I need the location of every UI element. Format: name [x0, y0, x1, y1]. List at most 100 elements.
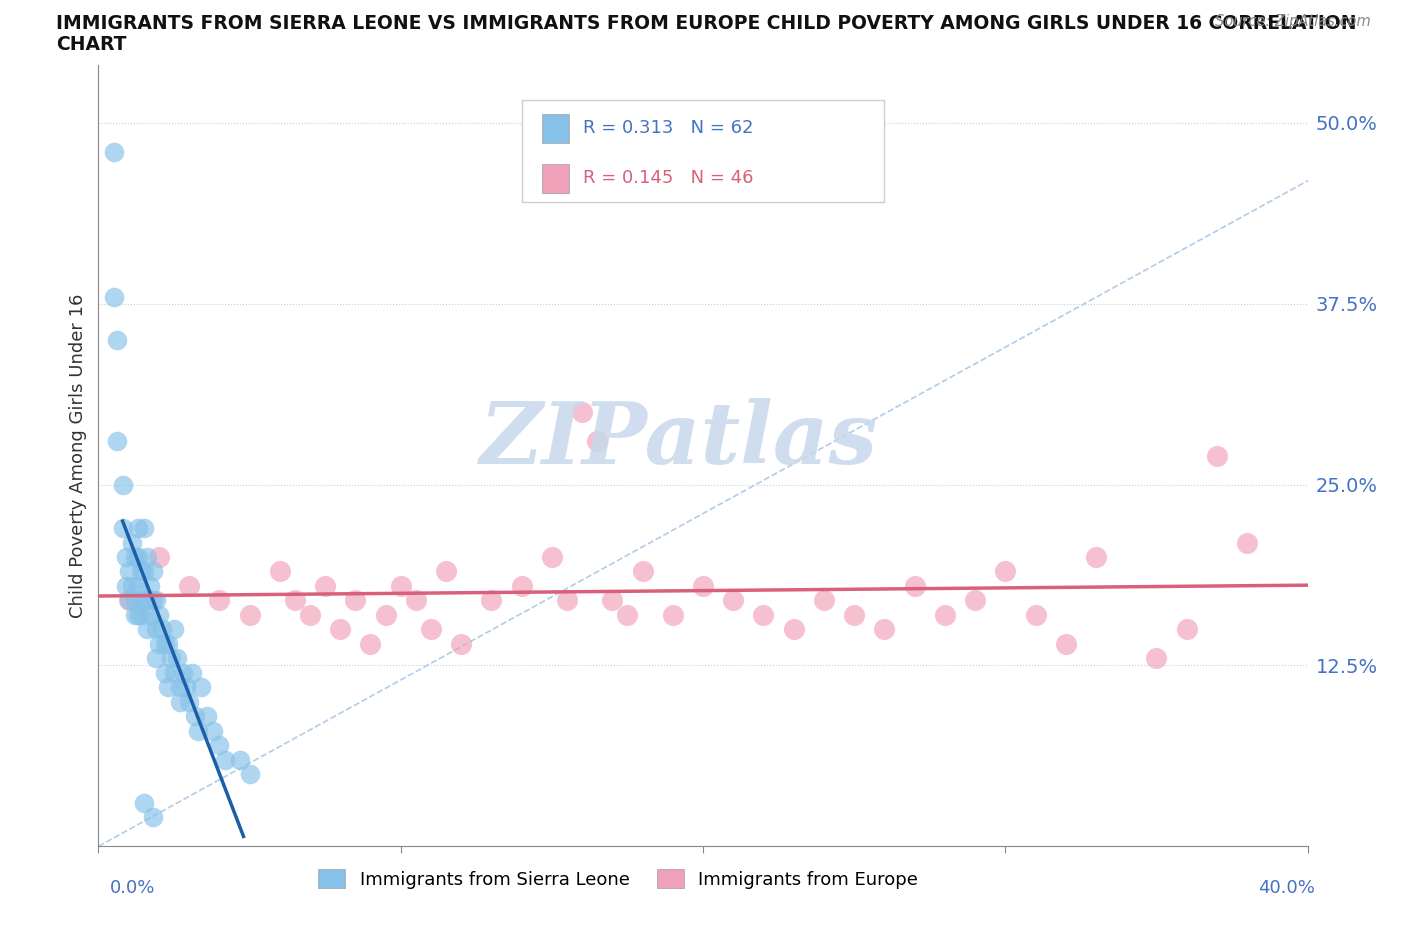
Immigrants from Europe	[904, 578, 927, 593]
Immigrants from Europe	[405, 593, 427, 608]
Immigrants from Sierra Leone	[202, 724, 225, 738]
Immigrants from Sierra Leone	[135, 622, 157, 637]
Immigrants from Europe	[420, 622, 443, 637]
Text: IMMIGRANTS FROM SIERRA LEONE VS IMMIGRANTS FROM EUROPE CHILD POVERTY AMONG GIRLS: IMMIGRANTS FROM SIERRA LEONE VS IMMIGRAN…	[56, 14, 1357, 33]
Immigrants from Europe	[1085, 550, 1108, 565]
Immigrants from Europe	[1206, 448, 1229, 463]
Immigrants from Sierra Leone	[181, 665, 204, 680]
Immigrants from Europe	[329, 622, 352, 637]
Immigrants from Sierra Leone	[163, 665, 186, 680]
Immigrants from Sierra Leone	[145, 651, 167, 666]
Immigrants from Europe	[844, 607, 866, 622]
Immigrants from Europe	[239, 607, 262, 622]
Immigrants from Europe	[314, 578, 336, 593]
Text: 40.0%: 40.0%	[1258, 879, 1315, 897]
Immigrants from Europe	[965, 593, 987, 608]
Immigrants from Europe	[1175, 622, 1198, 637]
Immigrants from Europe	[179, 578, 201, 593]
Y-axis label: Child Poverty Among Girls Under 16: Child Poverty Among Girls Under 16	[69, 294, 87, 618]
Immigrants from Sierra Leone	[142, 593, 165, 608]
Immigrants from Sierra Leone	[111, 477, 134, 492]
FancyBboxPatch shape	[522, 100, 884, 202]
Immigrants from Sierra Leone	[145, 593, 167, 608]
Immigrants from Sierra Leone	[142, 810, 165, 825]
Immigrants from Sierra Leone	[127, 607, 149, 622]
Immigrants from Sierra Leone	[124, 550, 146, 565]
Immigrants from Europe	[934, 607, 956, 622]
Immigrants from Sierra Leone	[160, 651, 183, 666]
Immigrants from Europe	[723, 593, 745, 608]
Immigrants from Sierra Leone	[190, 680, 212, 695]
Immigrants from Sierra Leone	[118, 564, 141, 578]
Immigrants from Sierra Leone	[195, 709, 218, 724]
Immigrants from Sierra Leone	[148, 636, 170, 651]
Immigrants from Europe	[148, 550, 170, 565]
Immigrants from Europe	[1144, 651, 1167, 666]
Immigrants from Sierra Leone	[132, 521, 155, 536]
Text: CHART: CHART	[56, 35, 127, 54]
Immigrants from Sierra Leone	[153, 665, 176, 680]
Text: R = 0.313   N = 62: R = 0.313 N = 62	[583, 119, 754, 138]
Bar	[543, 113, 569, 143]
Immigrants from Europe	[873, 622, 896, 637]
Immigrants from Sierra Leone	[129, 607, 152, 622]
Immigrants from Sierra Leone	[121, 578, 143, 593]
Immigrants from Sierra Leone	[105, 433, 128, 448]
Immigrants from Europe	[208, 593, 231, 608]
Immigrants from Europe	[360, 636, 382, 651]
Immigrants from Europe	[344, 593, 367, 608]
Immigrants from Sierra Leone	[169, 694, 191, 709]
Immigrants from Sierra Leone	[229, 752, 252, 767]
Immigrants from Europe	[269, 564, 291, 578]
Immigrants from Europe	[602, 593, 624, 608]
Immigrants from Europe	[540, 550, 562, 565]
Immigrants from Sierra Leone	[139, 607, 162, 622]
Immigrants from Europe	[434, 564, 457, 578]
Immigrants from Europe	[1236, 535, 1258, 550]
Immigrants from Sierra Leone	[129, 564, 152, 578]
Immigrants from Sierra Leone	[145, 622, 167, 637]
Immigrants from Europe	[616, 607, 638, 622]
Immigrants from Europe	[783, 622, 806, 637]
Text: 0.0%: 0.0%	[110, 879, 155, 897]
Immigrants from Sierra Leone	[150, 622, 173, 637]
Immigrants from Sierra Leone	[163, 622, 186, 637]
Text: Source: ZipAtlas.com: Source: ZipAtlas.com	[1215, 14, 1371, 29]
Immigrants from Sierra Leone	[153, 636, 176, 651]
Immigrants from Europe	[586, 433, 609, 448]
Immigrants from Europe	[692, 578, 714, 593]
Immigrants from Sierra Leone	[214, 752, 236, 767]
Immigrants from Europe	[555, 593, 578, 608]
Immigrants from Sierra Leone	[156, 680, 179, 695]
Immigrants from Sierra Leone	[124, 593, 146, 608]
Immigrants from Sierra Leone	[105, 333, 128, 348]
Immigrants from Europe	[752, 607, 775, 622]
Immigrants from Europe	[299, 607, 322, 622]
Immigrants from Sierra Leone	[114, 578, 136, 593]
Immigrants from Sierra Leone	[174, 680, 197, 695]
Immigrants from Europe	[374, 607, 396, 622]
Immigrants from Europe	[118, 593, 141, 608]
Immigrants from Sierra Leone	[114, 550, 136, 565]
Immigrants from Europe	[450, 636, 472, 651]
Immigrants from Sierra Leone	[118, 593, 141, 608]
Immigrants from Europe	[481, 593, 503, 608]
Immigrants from Sierra Leone	[172, 665, 194, 680]
Text: ZIPatlas: ZIPatlas	[479, 398, 877, 482]
Immigrants from Europe	[571, 405, 593, 419]
Immigrants from Sierra Leone	[127, 550, 149, 565]
Immigrants from Sierra Leone	[121, 535, 143, 550]
Immigrants from Europe	[661, 607, 683, 622]
Immigrants from Sierra Leone	[103, 289, 125, 304]
Immigrants from Sierra Leone	[132, 564, 155, 578]
Immigrants from Sierra Leone	[135, 550, 157, 565]
Immigrants from Sierra Leone	[132, 593, 155, 608]
Immigrants from Europe	[1054, 636, 1077, 651]
Text: R = 0.145   N = 46: R = 0.145 N = 46	[583, 169, 754, 187]
Immigrants from Sierra Leone	[166, 651, 188, 666]
Immigrants from Europe	[813, 593, 835, 608]
Immigrants from Sierra Leone	[142, 564, 165, 578]
Immigrants from Sierra Leone	[139, 578, 162, 593]
Immigrants from Sierra Leone	[239, 766, 262, 781]
Legend: Immigrants from Sierra Leone, Immigrants from Europe: Immigrants from Sierra Leone, Immigrants…	[311, 862, 925, 896]
